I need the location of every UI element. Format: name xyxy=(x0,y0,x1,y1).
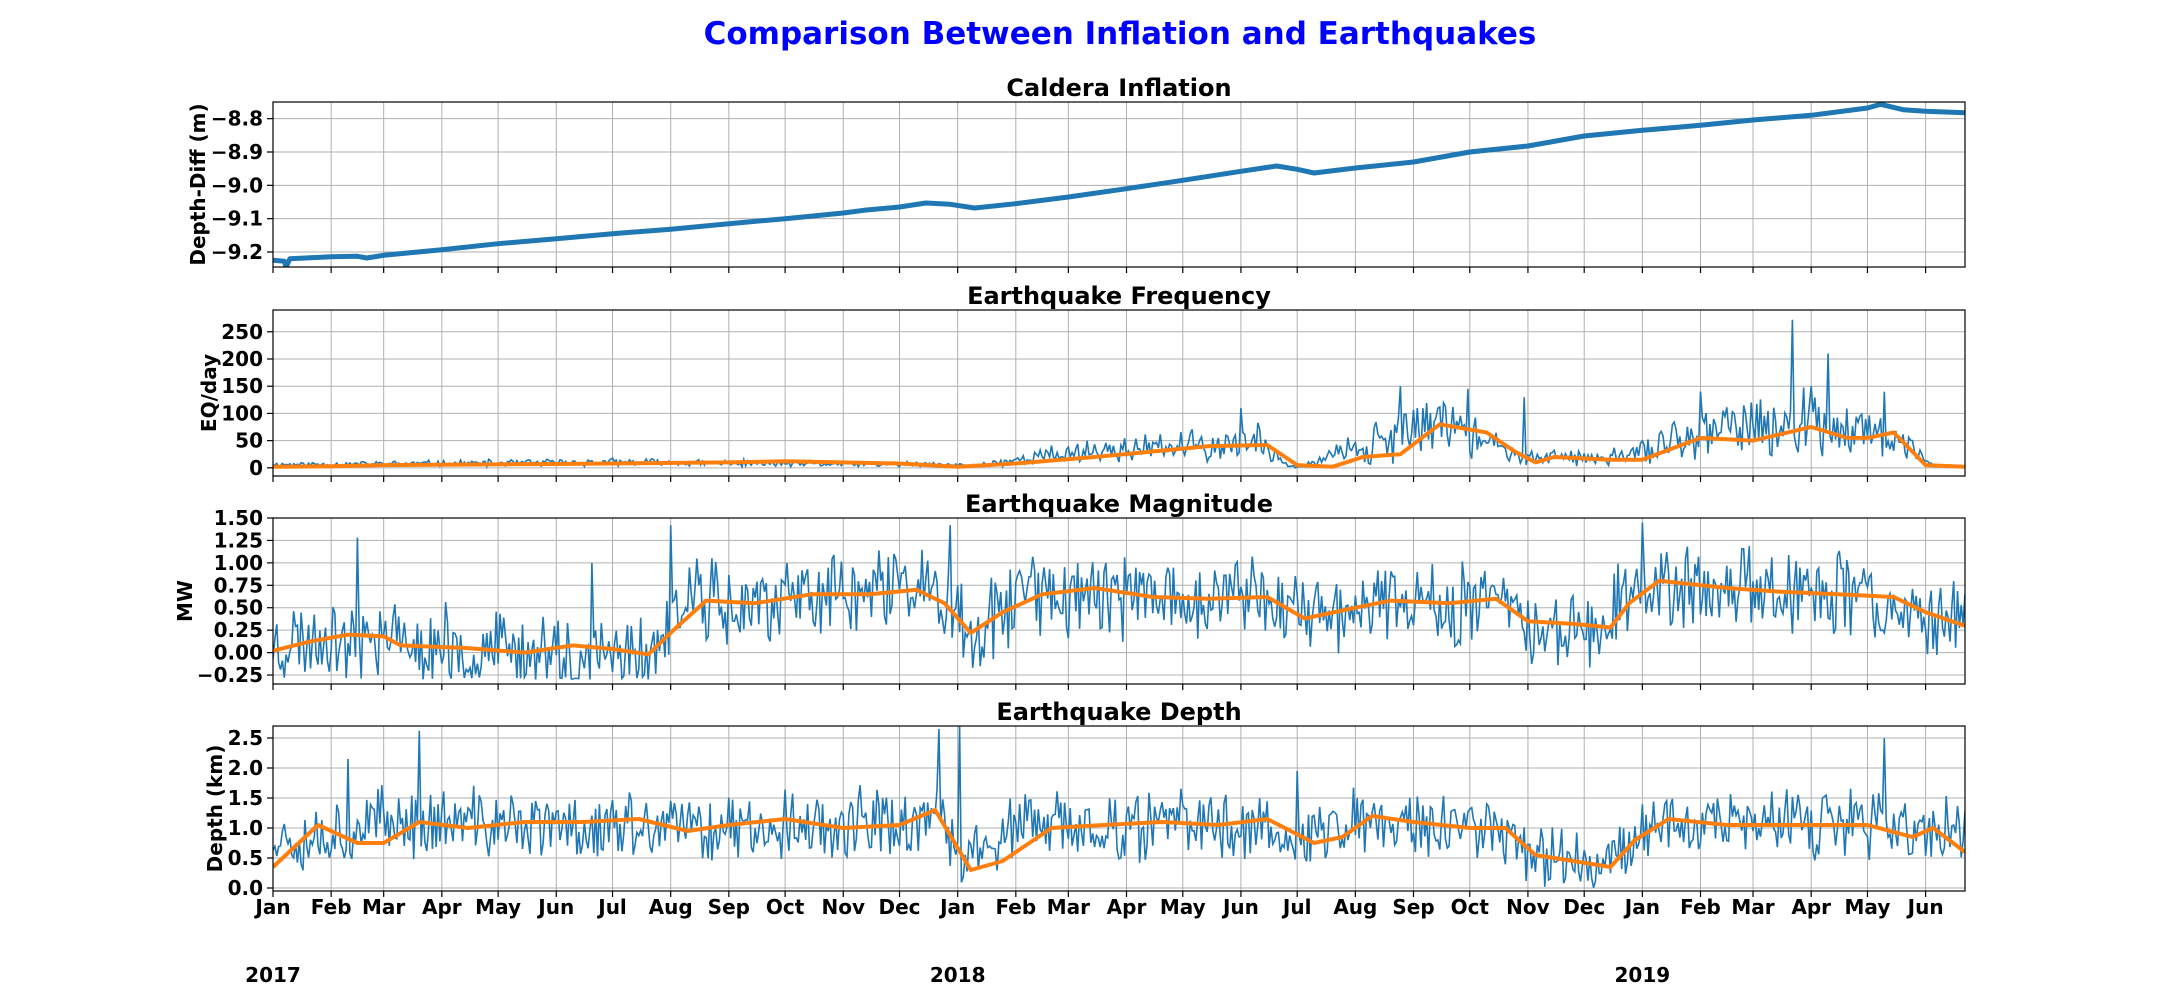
y-axis-label: Depth (km) xyxy=(203,745,227,873)
y-tick-label: 250 xyxy=(221,320,263,344)
x-month-label: Jun xyxy=(536,895,574,919)
panel-title: Earthquake Frequency xyxy=(967,282,1271,310)
y-tick-label: 1.50 xyxy=(214,506,263,530)
series-smoothed-line xyxy=(273,422,1965,469)
y-tick-label: −8.9 xyxy=(211,140,263,164)
y-tick-label: 0 xyxy=(249,456,263,480)
x-year-label: 2017 xyxy=(245,963,301,987)
y-tick-label: 100 xyxy=(221,401,263,425)
x-month-label: Dec xyxy=(1563,895,1605,919)
x-month-label: Mar xyxy=(1047,895,1090,919)
x-month-label: Aug xyxy=(649,895,693,919)
x-month-label: Feb xyxy=(311,895,352,919)
series-daily-line xyxy=(273,726,1965,888)
x-month-label: Apr xyxy=(1107,895,1147,919)
y-tick-label: 0.00 xyxy=(214,641,263,665)
y-tick-label: 0.50 xyxy=(214,596,263,620)
panel-3: −0.250.000.250.500.751.001.251.50 Earthqu… xyxy=(173,490,1966,690)
y-axis-label: Depth-Diff (m) xyxy=(186,103,210,265)
x-month-label: Nov xyxy=(821,895,865,919)
panel-frame xyxy=(272,101,1966,268)
x-month-label: Mar xyxy=(1731,895,1774,919)
y-tick-label: 200 xyxy=(221,347,263,371)
x-month-label: Jan xyxy=(253,895,290,919)
panel-4: 0.0 0.5 1.0 1.5 2.0 2.5 Earthquake Depth Depth … xyxy=(203,698,1966,900)
panel-frame xyxy=(272,517,1966,685)
x-month-label: Nov xyxy=(1506,895,1550,919)
y-tick-label: 2.0 xyxy=(228,756,263,780)
x-month-label: Sep xyxy=(1392,895,1434,919)
y-tick-label: −0.25 xyxy=(197,663,263,687)
y-tick-label: 1.0 xyxy=(228,816,263,840)
x-month-label: Mar xyxy=(362,895,405,919)
x-month-label: Oct xyxy=(766,895,805,919)
panels: −9.2 −9.1 −9.0 −8.9 −8.8 Caldera Inflation Dep… xyxy=(173,74,1966,900)
panel-frame xyxy=(272,309,1966,477)
x-month-label: Jan xyxy=(1623,895,1660,919)
x-month-label: Aug xyxy=(1333,895,1377,919)
x-year-label: 2018 xyxy=(930,963,986,987)
y-tick-label: 0.75 xyxy=(214,573,263,597)
y-tick-label: 0.0 xyxy=(228,876,263,900)
y-tick-label: −9.1 xyxy=(211,207,263,231)
x-month-label: Feb xyxy=(995,895,1036,919)
x-month-label: Jul xyxy=(1281,895,1312,919)
y-tick-label: 50 xyxy=(235,429,263,453)
panel-title: Earthquake Depth xyxy=(996,698,1241,726)
y-tick-label: 1.00 xyxy=(214,551,263,575)
x-axis: Jan Feb Mar Apr May Jun Jul Aug Sep Oct Nov Dec Jan F… xyxy=(245,895,1943,987)
series-smoothed-line xyxy=(273,808,1965,872)
series-inflation-line xyxy=(273,102,1965,267)
panel-title: Caldera Inflation xyxy=(1006,74,1231,102)
series-smoothed-line xyxy=(273,578,1965,657)
series-daily-line xyxy=(273,319,1965,470)
figure-title: Comparison Between Inflation and Earthqu… xyxy=(704,16,1537,52)
y-axis-label: MW xyxy=(173,580,197,622)
x-month-label: Sep xyxy=(708,895,750,919)
panel-title: Earthquake Magnitude xyxy=(965,490,1273,518)
x-month-label: May xyxy=(475,895,521,919)
x-month-label: Oct xyxy=(1451,895,1490,919)
panel-1: −9.2 −9.1 −9.0 −8.9 −8.8 Caldera Inflation Dep… xyxy=(186,74,1966,273)
x-month-label: May xyxy=(1160,895,1206,919)
y-tick-label: 1.25 xyxy=(214,528,263,552)
y-axis-label: EQ/day xyxy=(197,354,221,432)
y-tick-label: −9.0 xyxy=(211,173,263,197)
x-month-label: Apr xyxy=(422,895,462,919)
y-tick-label: 150 xyxy=(221,374,263,398)
panel-2: 0 50 100 150 200 250 Earthquake Frequency EQ/da… xyxy=(197,282,1966,482)
y-tick-label: 0.5 xyxy=(228,846,263,870)
x-month-label: Feb xyxy=(1680,895,1721,919)
y-tick-label: −9.2 xyxy=(211,240,263,264)
y-tick-label: 1.5 xyxy=(228,786,263,810)
x-month-label: Jun xyxy=(1221,895,1259,919)
x-month-label: Jun xyxy=(1906,895,1944,919)
y-tick-label: 0.25 xyxy=(214,618,263,642)
x-month-label: Dec xyxy=(879,895,921,919)
series-daily-line xyxy=(273,522,1965,681)
y-tick-label: −8.8 xyxy=(211,107,263,131)
x-year-label: 2019 xyxy=(1615,963,1671,987)
x-month-label: Jul xyxy=(596,895,627,919)
panel-frame xyxy=(272,725,1966,892)
x-month-label: Jan xyxy=(938,895,975,919)
x-month-label: May xyxy=(1845,895,1891,919)
y-tick-label: 2.5 xyxy=(228,726,263,750)
x-month-label: Apr xyxy=(1791,895,1831,919)
